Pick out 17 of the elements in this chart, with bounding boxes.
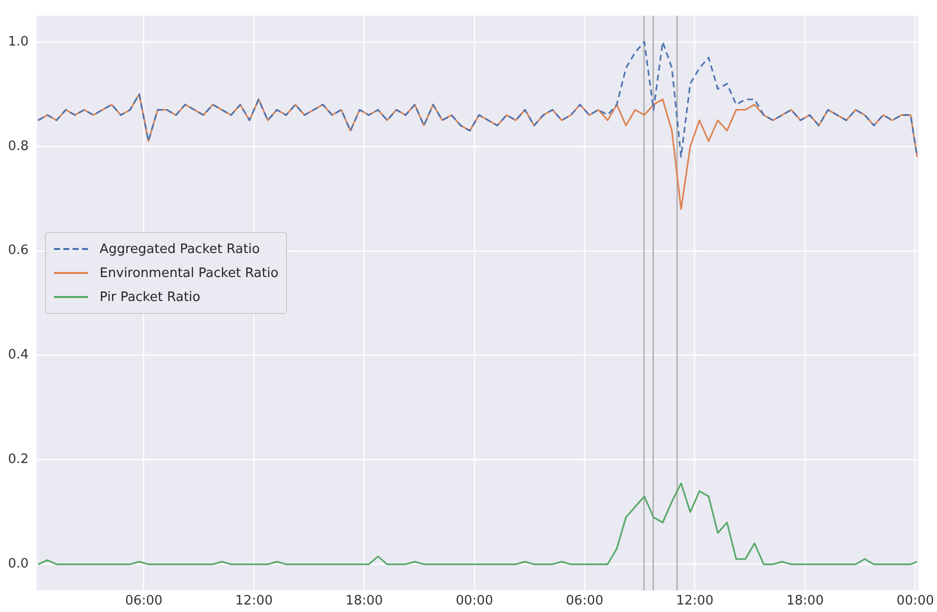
y-tick-label: 0.6 — [8, 243, 29, 258]
legend-label: Pir Packet Ratio — [100, 290, 200, 305]
x-tick-label: 12:00 — [676, 594, 714, 609]
x-tick-label: 00:00 — [896, 594, 934, 609]
y-tick-label: 0.4 — [8, 348, 29, 363]
x-tick-label: 18:00 — [786, 594, 824, 609]
x-tick-label: 00:00 — [456, 594, 494, 609]
x-tick-label: 18:00 — [345, 594, 383, 609]
x-tick-label: 12:00 — [235, 594, 273, 609]
y-tick-label: 0.0 — [8, 556, 29, 572]
y-tick-label: 0.2 — [8, 452, 29, 468]
legend-label: Environmental Packet Ratio — [100, 266, 278, 281]
y-tick-label: 1.0 — [8, 34, 29, 50]
x-tick-label: 06:00 — [125, 594, 163, 609]
y-tick-label: 0.8 — [8, 138, 29, 154]
x-tick-label: 06:00 — [566, 594, 604, 609]
legend-label: Aggregated Packet Ratio — [100, 242, 260, 257]
